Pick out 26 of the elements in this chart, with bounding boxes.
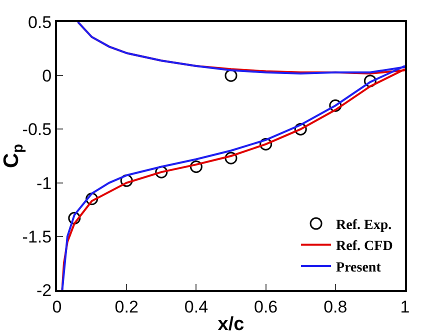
y-tick-label: 0.5: [28, 12, 52, 32]
legend-label: Ref. Exp.: [336, 218, 392, 234]
legend-label: Present: [336, 260, 382, 276]
x-axis-title: x/c: [218, 314, 245, 335]
y-tick-label: -1: [36, 174, 52, 193]
x-tick-label: 0.2: [114, 297, 138, 316]
point: [260, 138, 272, 150]
point: [190, 160, 202, 173]
point: [224, 69, 238, 82]
point: [155, 166, 168, 178]
y-tick-label: -2: [36, 280, 52, 300]
point: [329, 99, 342, 112]
x-tick-label: 0.4: [184, 297, 208, 316]
x-tick-label: 0.6: [254, 297, 278, 316]
point: [68, 212, 81, 224]
x-tick-label: 1: [400, 297, 410, 316]
y-tick-label: 0: [42, 66, 52, 86]
y-tick-label: -1.5: [22, 227, 52, 246]
point: [120, 174, 133, 187]
point: [224, 152, 238, 164]
y-tick-label: -0.5: [22, 120, 52, 140]
point: [86, 192, 98, 206]
legend-label: Ref. CFD: [336, 239, 393, 254]
x-tick-label: 0.8: [324, 297, 348, 316]
point: [294, 122, 307, 136]
point: [364, 74, 376, 88]
